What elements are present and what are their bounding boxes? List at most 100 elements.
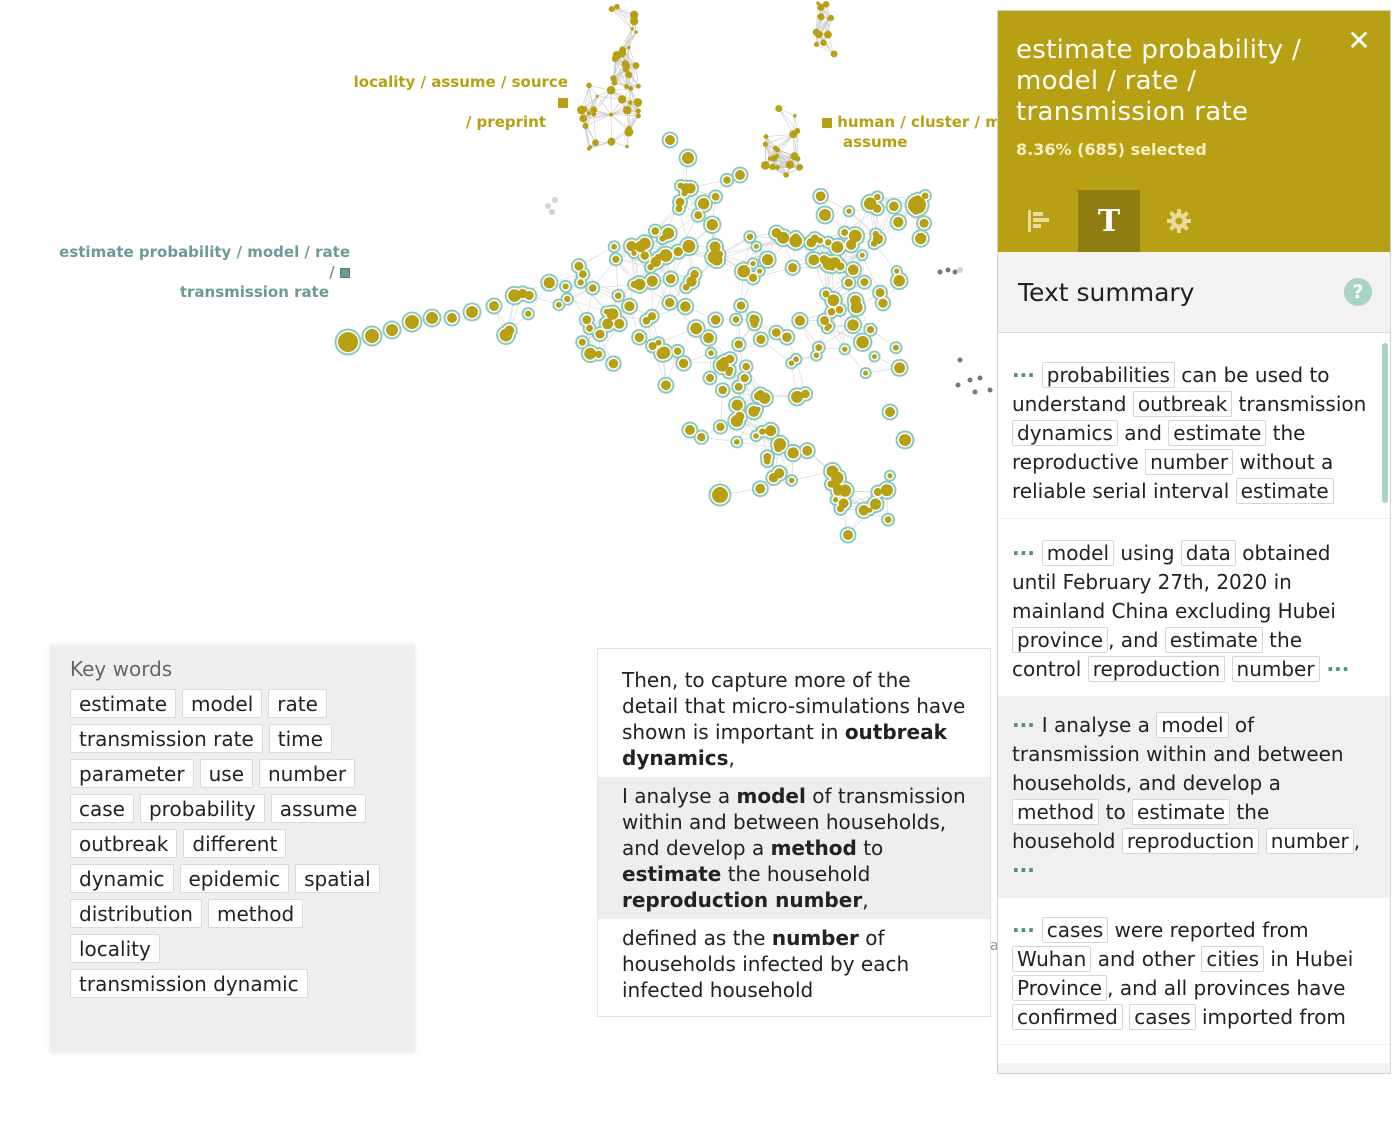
graph-node[interactable] [742,362,751,371]
graph-node[interactable] [543,277,555,289]
keyword-chip[interactable]: distribution [70,899,202,928]
graph-node[interactable] [815,344,823,352]
graph-node[interactable] [727,366,734,373]
keyword-chip[interactable]: time [268,724,332,753]
graph-node[interactable] [785,160,794,169]
graph-node[interactable] [703,332,714,344]
graph-node[interactable] [365,329,379,343]
graph-node[interactable] [937,269,943,275]
graph-node[interactable] [405,315,419,329]
graph-node[interactable] [681,183,691,193]
graph-node[interactable] [564,295,571,303]
graph-node[interactable] [880,484,893,497]
graph-node[interactable] [869,498,882,510]
keyword-chip[interactable]: transmission rate [70,724,263,753]
graph-node[interactable] [592,139,599,147]
graph-node[interactable] [846,208,852,214]
graph-node[interactable] [665,135,675,145]
graph-node[interactable] [894,268,900,274]
graph-node[interactable] [843,530,853,540]
graph-node[interactable] [793,356,799,363]
graph-node[interactable] [641,238,648,245]
graph-node[interactable] [552,197,558,203]
graph-node[interactable] [860,278,869,287]
graph-node[interactable] [795,155,801,162]
graph-node[interactable] [517,288,528,299]
graph-node[interactable] [577,279,584,286]
graph-node[interactable] [508,289,521,302]
graph-node[interactable] [603,308,610,315]
graph-node[interactable] [709,241,721,253]
keyword-token[interactable]: reproduction [1087,656,1226,682]
graph-node[interactable] [863,197,877,210]
keyword-chip[interactable]: epidemic [179,864,290,893]
graph-node[interactable] [838,484,852,497]
graph-node[interactable] [588,284,597,293]
graph-node[interactable] [802,445,813,456]
graph-node[interactable] [835,305,844,314]
ellipsis[interactable]: ··· [1012,918,1042,942]
graph-node[interactable] [708,224,714,231]
graph-node[interactable] [817,3,825,11]
graph-node[interactable] [775,104,783,112]
keyword-token[interactable]: estimate [1168,420,1267,446]
graph-node[interactable] [632,62,640,70]
cluster-label-locality[interactable]: locality / assume / source / preprint [350,72,568,132]
graph-node[interactable] [815,192,822,199]
keyword-token[interactable]: cities [1201,946,1265,972]
graph-node[interactable] [735,170,745,180]
graph-node[interactable] [386,324,398,336]
graph-node[interactable] [899,434,911,446]
graph-node[interactable] [665,273,676,284]
graph-node[interactable] [788,477,795,484]
graph-node[interactable] [915,232,927,245]
keyword-chip[interactable]: use [199,759,253,788]
graph-node[interactable] [826,466,833,472]
graph-node[interactable] [578,338,586,346]
graph-node[interactable] [874,193,881,201]
graph-node[interactable] [682,152,694,164]
graph-node[interactable] [716,422,725,432]
graph-node[interactable] [657,346,671,359]
graph-node[interactable] [447,313,457,323]
graph-node[interactable] [945,267,951,273]
graph-node[interactable] [829,265,835,271]
graph-node[interactable] [697,197,710,210]
graph-node[interactable] [836,505,845,513]
graph-node[interactable] [647,263,654,271]
keyword-token[interactable]: probabilities [1041,362,1175,388]
graph-node[interactable] [957,357,963,363]
graph-node[interactable] [586,324,594,332]
keyword-chip[interactable]: dynamic [70,864,174,893]
graph-node[interactable] [977,375,983,381]
graph-node[interactable] [426,312,438,324]
graph-node[interactable] [578,270,587,279]
graph-node[interactable] [827,307,836,316]
graph-node[interactable] [611,243,618,250]
graph-node[interactable] [908,196,926,214]
graph-node[interactable] [525,310,532,317]
graph-node[interactable] [845,239,857,250]
graph-node[interactable] [626,125,632,132]
keyword-chip[interactable]: parameter [70,759,194,788]
graph-node[interactable] [873,488,882,497]
ellipsis[interactable]: ··· [1319,657,1350,681]
keyword-chip[interactable]: different [183,829,287,858]
graph-node[interactable] [734,340,744,349]
graph-node[interactable] [822,290,830,298]
graph-node[interactable] [896,279,903,286]
keyword-token[interactable]: model [1041,540,1115,566]
graph-node[interactable] [824,239,832,246]
graph-node[interactable] [788,263,798,273]
close-icon[interactable]: ✕ [1347,24,1371,57]
summary-snippet[interactable]: ··· cases were reported from Wuhan and o… [998,898,1390,1045]
graph-node[interactable] [735,411,745,422]
keyword-token[interactable]: estimate [1132,799,1231,825]
graph-node[interactable] [808,254,820,266]
graph-node[interactable] [586,82,592,89]
graph-node[interactable] [789,234,803,248]
keyword-chip[interactable]: probability [139,794,265,823]
graph-node[interactable] [629,17,639,26]
graph-node[interactable] [788,360,795,366]
graph-node[interactable] [631,250,637,256]
